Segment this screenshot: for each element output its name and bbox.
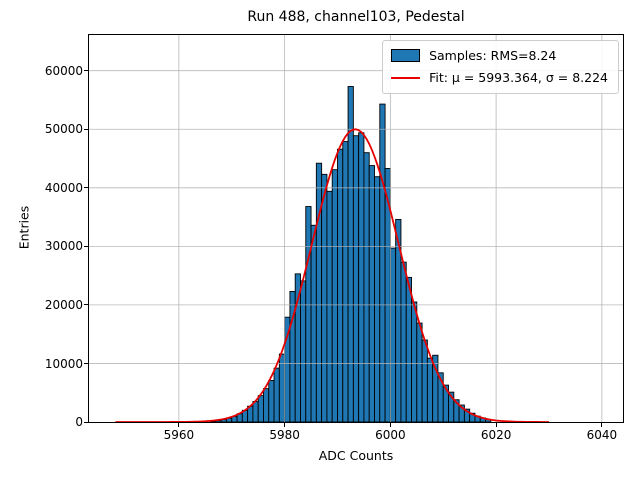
histogram-bar <box>379 103 386 422</box>
y-tick-label: 40000 <box>44 180 83 195</box>
histogram-bar <box>315 162 323 422</box>
legend-box: Samples: RMS=8.24 Fit: μ = 5993.364, σ =… <box>382 40 619 94</box>
x-axis-label: ADC Counts <box>318 448 394 463</box>
x-tick-label: 6000 <box>375 428 406 442</box>
histogram-bar <box>426 357 434 422</box>
y-tick-mark <box>84 245 88 247</box>
histogram-bar <box>321 173 328 422</box>
histogram-bar <box>257 395 264 422</box>
y-tick-label: 30000 <box>44 239 83 254</box>
histogram-bar <box>342 141 349 422</box>
chart-title: Run 488, channel103, Pedestal <box>247 9 465 25</box>
grid-lines <box>89 35 623 422</box>
histogram-bar <box>358 132 365 422</box>
y-tick-mark <box>84 421 88 423</box>
x-tick-mark <box>495 423 497 427</box>
y-tick-label: 60000 <box>44 63 83 78</box>
histogram-bar <box>347 86 354 422</box>
histogram-bar <box>421 339 428 422</box>
y-tick-label: 0 <box>75 415 83 429</box>
y-tick-label: 50000 <box>44 122 83 137</box>
y-tick-mark <box>84 70 88 72</box>
legend-entry-fit: Fit: μ = 5993.364, σ = 8.224 <box>391 70 608 85</box>
y-tick-mark <box>84 187 88 189</box>
samples-swatch-icon <box>391 49 421 62</box>
histogram-bar <box>300 280 307 422</box>
y-tick-label: 10000 <box>44 356 83 371</box>
y-tick-label: 20000 <box>44 297 83 312</box>
legend-samples-label: Samples: RMS=8.24 <box>429 48 557 63</box>
y-tick-mark <box>84 128 88 130</box>
histogram-bar <box>352 135 360 422</box>
histogram-bar <box>389 247 397 422</box>
y-tick-mark <box>84 304 88 306</box>
plot-canvas <box>89 35 623 422</box>
fit-line-icon <box>391 76 421 79</box>
x-tick-mark <box>284 423 286 427</box>
histogram-bar <box>252 401 259 422</box>
histogram-bar <box>278 353 286 422</box>
gaussian-fit-curve <box>115 128 549 422</box>
histogram-bar <box>363 152 370 422</box>
histogram-bar <box>400 261 407 422</box>
histogram-bar <box>416 322 423 422</box>
y-tick-mark <box>84 363 88 364</box>
histogram-bar <box>405 276 412 422</box>
histogram-bar <box>305 206 312 422</box>
plot-area: Samples: RMS=8.24 Fit: μ = 5993.364, σ =… <box>88 34 624 423</box>
legend-fit-label: Fit: μ = 5993.364, σ = 8.224 <box>429 70 608 85</box>
histogram-bar <box>368 165 375 422</box>
x-tick-mark <box>178 423 180 427</box>
histogram-bar <box>374 176 381 422</box>
x-tick-label: 6040 <box>586 428 618 442</box>
histogram-bar <box>273 367 280 422</box>
legend-entry-samples: Samples: RMS=8.24 <box>391 48 608 63</box>
x-tick-label: 5980 <box>269 428 300 442</box>
histogram-bar <box>326 190 333 422</box>
x-tick-label: 5960 <box>163 428 195 442</box>
histogram-bar <box>331 169 338 422</box>
histogram-bar <box>337 148 344 422</box>
histogram-bar <box>268 379 275 422</box>
histogram-bar <box>263 388 270 422</box>
x-tick-label: 6020 <box>480 428 512 442</box>
x-tick-mark <box>389 423 391 427</box>
histogram-bar <box>411 301 418 422</box>
x-tick-mark <box>601 423 603 427</box>
histogram-bars <box>210 86 492 422</box>
histogram-bar <box>310 224 317 422</box>
